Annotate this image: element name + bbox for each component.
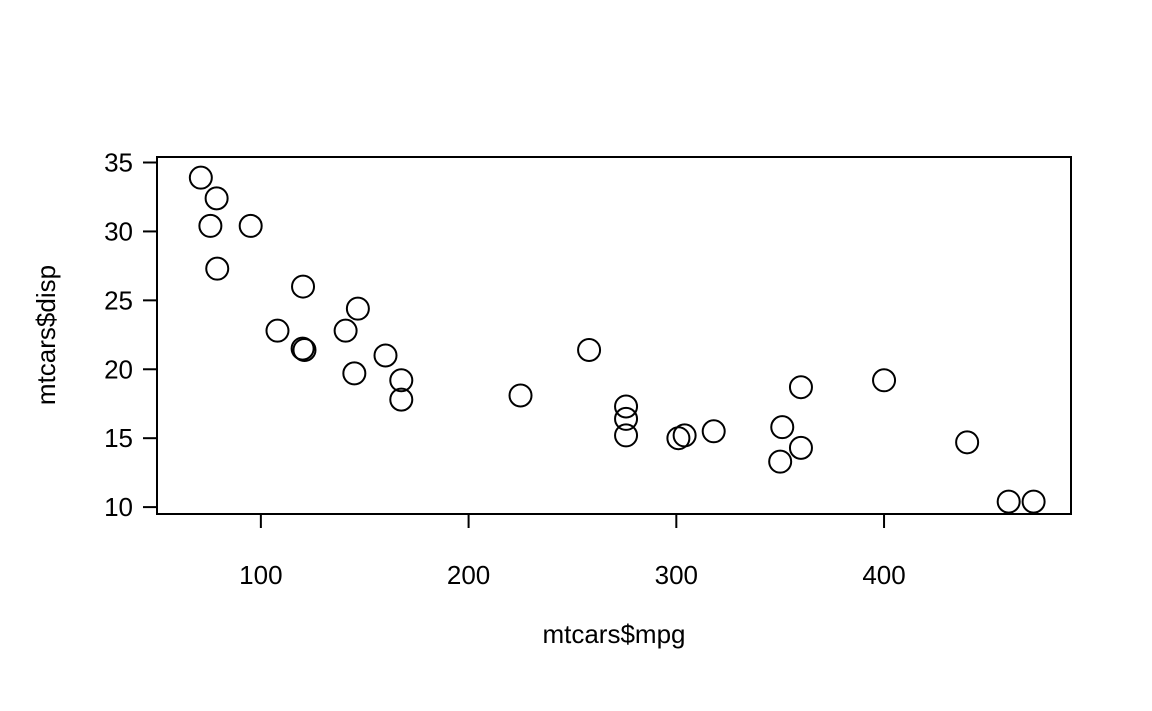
data-point [672, 423, 697, 448]
data-point [198, 213, 223, 238]
x-tick-label: 300 [655, 560, 698, 590]
data-point [508, 383, 533, 408]
data-point [345, 296, 370, 321]
x-tick-label: 100 [239, 560, 282, 590]
data-point [238, 213, 263, 238]
y-axis-title: mtcars$disp [31, 265, 61, 405]
y-tick-label: 25 [104, 285, 133, 315]
plot-frame [156, 156, 1072, 515]
data-point [389, 368, 414, 393]
data-point [701, 419, 726, 444]
data-point [205, 256, 230, 281]
x-tick-label: 200 [447, 560, 490, 590]
data-point [996, 489, 1021, 514]
y-tick-label: 15 [104, 423, 133, 453]
data-point [265, 318, 290, 343]
data-point [770, 415, 795, 440]
data-point [872, 368, 897, 393]
data-point [389, 387, 414, 412]
data-point [768, 449, 793, 474]
data-point [614, 394, 639, 419]
data-point [342, 361, 367, 386]
data-point [614, 423, 639, 448]
data-point [290, 336, 315, 361]
data-point [788, 375, 813, 400]
data-point [204, 186, 229, 211]
data-point [291, 274, 316, 299]
data-point [292, 337, 317, 362]
y-tick-label: 30 [104, 216, 133, 246]
y-tick-label: 35 [104, 148, 133, 178]
data-point [188, 165, 213, 190]
y-tick-label: 20 [104, 354, 133, 384]
data-point [333, 318, 358, 343]
data-point [577, 337, 602, 362]
x-axis-title: mtcars$mpg [542, 619, 685, 649]
x-tick-label: 400 [862, 560, 905, 590]
x-axis: 100 200 300 400 [239, 513, 906, 590]
data-point [955, 430, 980, 455]
data-points [188, 165, 1046, 514]
data-point [788, 435, 813, 460]
y-tick-label: 10 [104, 492, 133, 522]
data-point [373, 343, 398, 368]
y-axis: 10 15 20 25 30 35 [104, 148, 158, 522]
data-point [614, 406, 639, 431]
data-point [1021, 489, 1046, 514]
